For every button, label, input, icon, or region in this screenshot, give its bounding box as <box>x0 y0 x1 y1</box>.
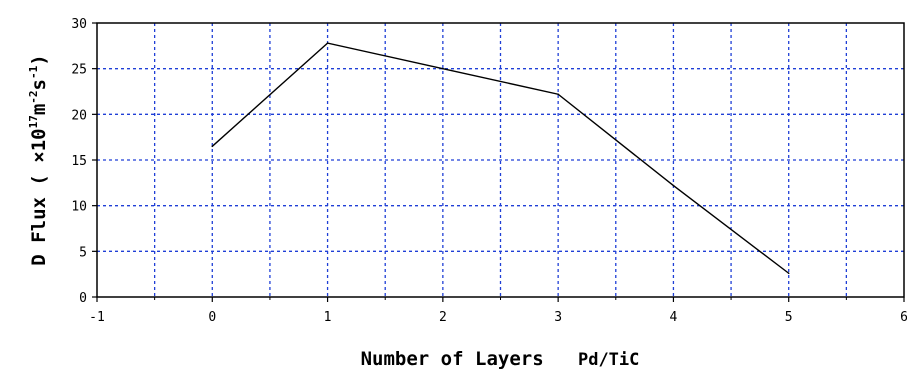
data-point <box>672 184 675 187</box>
x-tick-label: 0 <box>208 310 216 325</box>
y-axis-title-unit-b-exp: -1 <box>27 65 40 79</box>
x-tick-label: 1 <box>324 310 332 325</box>
data-point <box>326 42 329 44</box>
ticks <box>92 22 905 302</box>
series <box>211 42 790 275</box>
data-point <box>211 145 214 148</box>
data-point <box>557 93 559 96</box>
x-tick-label: 4 <box>670 310 678 325</box>
x-axis-title-gap <box>544 348 578 370</box>
x-tick-label: 6 <box>900 310 907 325</box>
y-axis-title-unit-b: s <box>28 79 50 90</box>
y-tick-label: 5 <box>79 245 87 260</box>
x-axis-title-main: Number of Layers <box>361 348 544 370</box>
y-axis-title-main: D Flux ( ×10 <box>28 128 50 265</box>
series-line <box>211 42 790 274</box>
y-axis-title-unit-a-exp: -2 <box>27 90 40 103</box>
x-axis-title-suffix: Pd/TiC <box>578 350 639 370</box>
x-tick-label: 5 <box>785 310 793 325</box>
y-tick-label: 20 <box>71 108 87 123</box>
y-tick-label: 15 <box>71 154 87 169</box>
y-axis-title-unit-a: m <box>28 104 50 115</box>
grid <box>97 23 904 297</box>
x-tick-label: 2 <box>439 310 447 325</box>
y-axis-title: D Flux ( ×1017m-2s-1) <box>27 54 50 265</box>
y-tick-label: 0 <box>79 291 87 306</box>
y-tick-label: 10 <box>71 200 87 215</box>
x-axis-title: Number of Layers Pd/TiC <box>361 348 640 370</box>
y-tick-label: 30 <box>71 17 87 32</box>
y-axis-title-exp: 17 <box>27 115 40 128</box>
data-point <box>787 272 790 275</box>
x-tick-label: -1 <box>89 310 105 325</box>
data-point <box>442 67 444 70</box>
y-axis-title-close: ) <box>28 54 50 65</box>
x-tick-label: 3 <box>554 310 562 325</box>
y-tick-label: 25 <box>71 63 87 78</box>
